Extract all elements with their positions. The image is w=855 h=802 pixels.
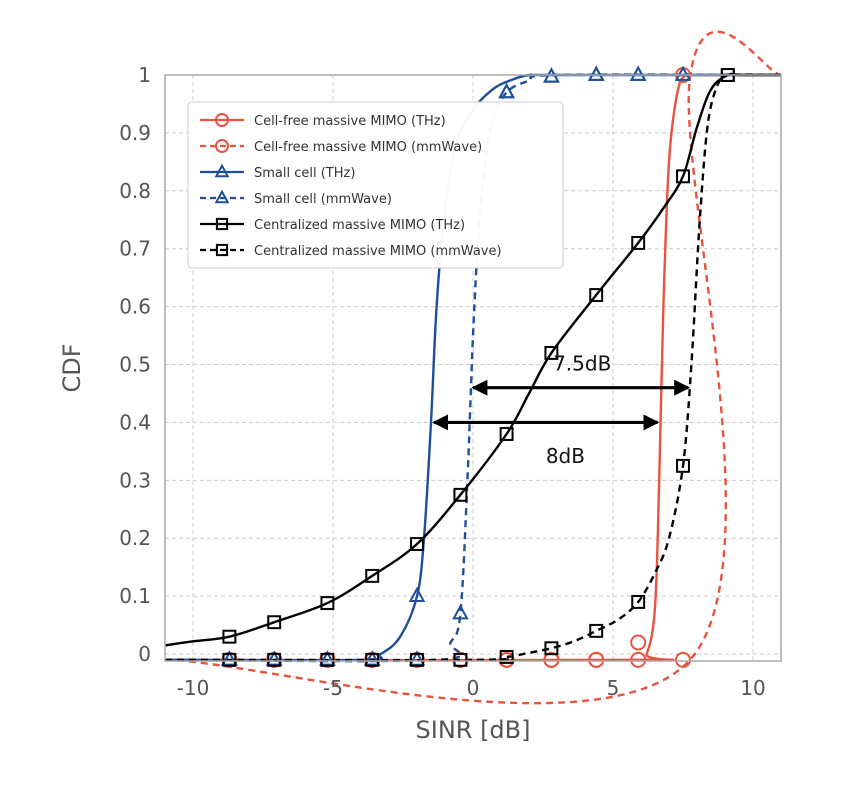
y-tick-label: 0.3 xyxy=(119,468,151,492)
legend-marker-6 xyxy=(215,243,229,257)
series-4-marker xyxy=(498,82,515,99)
y-tick-label: 0.5 xyxy=(119,353,151,377)
series-line-6 xyxy=(164,73,782,662)
y-tick-label: 0.2 xyxy=(119,526,151,550)
y-tick-label: 0.7 xyxy=(119,237,151,261)
series-4-marker xyxy=(221,650,238,666)
series-4-marker xyxy=(629,65,647,81)
series-6-marker xyxy=(676,458,690,473)
series-4-marker xyxy=(452,604,469,620)
annotations: 7.5dB 8dB xyxy=(432,351,691,468)
series-2-marker xyxy=(588,651,605,668)
y-tick-label: 0.6 xyxy=(119,295,151,319)
series-4-marker xyxy=(363,650,381,666)
series-2-marker xyxy=(452,651,469,668)
legend-box xyxy=(187,101,564,269)
series-5-marker xyxy=(589,288,604,302)
series-5-marker xyxy=(544,345,559,360)
y-tick-label: 0 xyxy=(138,642,151,666)
legend-label-3: Small cell (THz) xyxy=(254,166,355,181)
series-3-marker xyxy=(408,586,426,602)
series-5-marker xyxy=(320,596,335,611)
x-tick-label: 5 xyxy=(607,676,620,700)
series-6-marker xyxy=(499,649,514,664)
legend-marker-1 xyxy=(215,113,229,127)
legend-marker-2 xyxy=(215,139,229,153)
series-4-marker xyxy=(319,650,336,666)
x-tick-label: 0 xyxy=(467,676,480,700)
legend-label-6: Centralized massive MIMO (mmWave) xyxy=(254,244,502,259)
series-5-marker xyxy=(631,235,646,250)
y-tick-label: 0.4 xyxy=(119,410,151,434)
legend: Cell-free massive MIMO (THz) Cell-free ma… xyxy=(187,101,564,269)
x-tick-label: -5 xyxy=(323,676,343,700)
series-line-5 xyxy=(164,72,781,647)
series-2-marker xyxy=(675,651,691,668)
series-2-marker xyxy=(630,651,647,668)
y-axis-label: CDF xyxy=(58,343,86,392)
series-5-marker xyxy=(676,169,690,184)
legend-marker-4 xyxy=(214,189,230,204)
legend-label-1: Cell-free massive MIMO (THz) xyxy=(254,114,446,129)
series-2-marker xyxy=(498,651,515,668)
series-4-marker xyxy=(674,65,692,81)
series-6-marker xyxy=(631,594,646,609)
series-6-marker xyxy=(410,652,424,667)
series-2-marker xyxy=(543,651,560,668)
y-tick-label: 1 xyxy=(138,63,151,87)
series-5-marker xyxy=(410,537,424,551)
series-line-2 xyxy=(164,30,782,705)
series-5-marker xyxy=(365,568,380,583)
series-6-marker xyxy=(320,652,335,667)
series-4-marker xyxy=(408,650,426,666)
series-4-marker xyxy=(587,65,605,81)
series-1-marker xyxy=(630,634,647,651)
series-6-marker xyxy=(222,652,237,667)
x-tick-label: 10 xyxy=(740,676,765,700)
series-6-marker xyxy=(267,652,282,667)
legend-label-4: Small cell (mmWave) xyxy=(254,192,392,207)
y-tick-label: 0.1 xyxy=(119,584,151,608)
series-5-marker xyxy=(453,487,468,502)
x-axis-label: SINR [dB] xyxy=(416,716,531,744)
legend-marker-5 xyxy=(215,217,229,231)
series-6-marker xyxy=(453,652,468,667)
plot-frame xyxy=(164,74,782,662)
series-6-marker xyxy=(365,652,380,667)
legend-marker-3 xyxy=(214,163,230,178)
series-6-marker xyxy=(589,623,604,638)
y-tick-label: 0.8 xyxy=(119,179,151,203)
annotation-label-2: 8dB xyxy=(546,444,585,468)
series-6-marker xyxy=(544,641,559,656)
series-5-marker xyxy=(222,629,237,644)
y-tick-label: 0.9 xyxy=(119,121,151,145)
axis-ticks: -10 -5 0 5 10 0 0.1 0.2 0.3 0.4 0.5 0.6 0.7 0.8 0.9 1 xyxy=(119,63,766,700)
series-5-marker xyxy=(267,615,282,630)
x-tick-label: -10 xyxy=(177,676,210,700)
legend-label-5: Centralized massive MIMO (THz) xyxy=(254,218,465,233)
annotation-label-1: 7.5dB xyxy=(553,351,611,375)
legend-label-2: Cell-free massive MIMO (mmWave) xyxy=(254,140,482,155)
series-4-marker xyxy=(265,650,283,666)
